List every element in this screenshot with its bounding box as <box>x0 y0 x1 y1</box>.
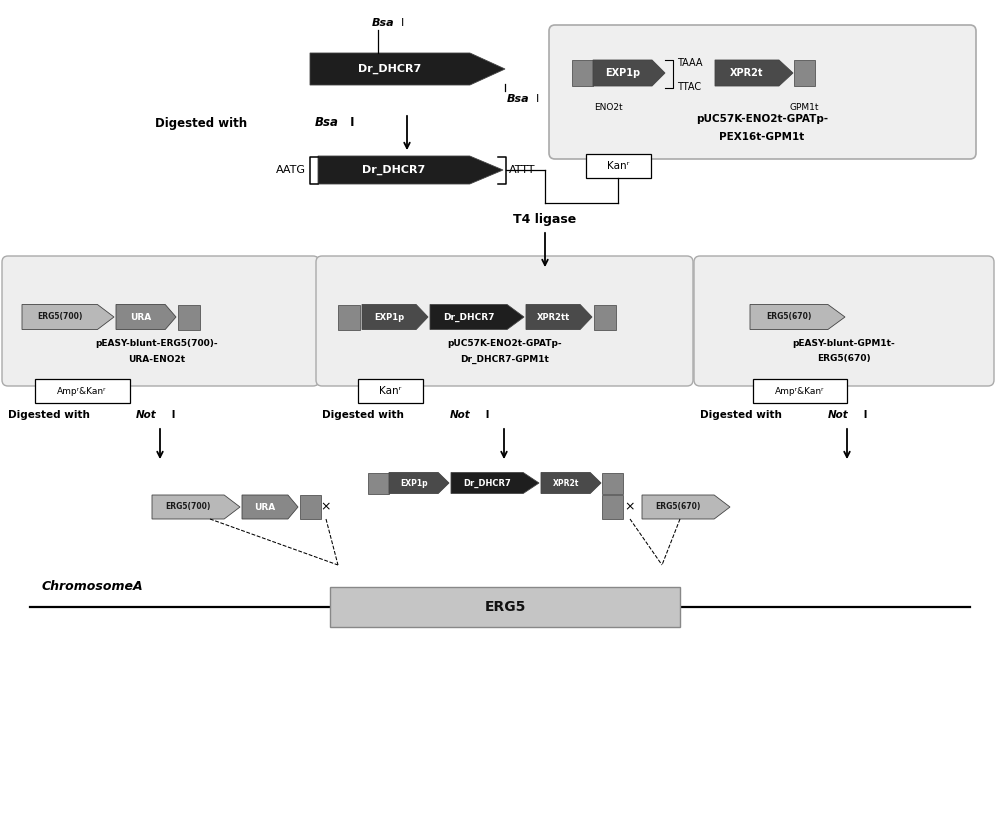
Polygon shape <box>715 60 793 86</box>
Text: I: I <box>168 410 176 420</box>
Text: Dr_DHCR7: Dr_DHCR7 <box>358 64 422 74</box>
Text: URA: URA <box>254 502 276 512</box>
Text: pUC57K-ENO2t-GPATp-: pUC57K-ENO2t-GPATp- <box>448 338 562 347</box>
Polygon shape <box>642 495 730 519</box>
Text: I: I <box>401 18 404 28</box>
Text: ERG5(700): ERG5(700) <box>37 313 82 322</box>
Polygon shape <box>152 495 240 519</box>
Bar <box>602 495 623 519</box>
Bar <box>358 379 422 403</box>
Bar <box>300 495 321 519</box>
Polygon shape <box>430 304 524 329</box>
Bar <box>338 304 360 329</box>
Text: ERG5(670): ERG5(670) <box>817 355 871 364</box>
Bar <box>602 473 623 493</box>
Text: XPR2tt: XPR2tt <box>536 313 570 322</box>
Bar <box>594 304 616 329</box>
Bar <box>753 379 847 403</box>
Text: Bsa: Bsa <box>372 18 395 28</box>
Text: EXP1p: EXP1p <box>374 313 404 322</box>
Polygon shape <box>22 304 114 329</box>
Text: XPR2t: XPR2t <box>730 68 764 78</box>
Text: PEX16t-GPM1t: PEX16t-GPM1t <box>719 132 805 142</box>
FancyBboxPatch shape <box>316 256 693 386</box>
Text: pEASY-blunt-ERG5(700)-: pEASY-blunt-ERG5(700)- <box>96 338 218 347</box>
Text: Dr_DHCR7: Dr_DHCR7 <box>463 478 511 488</box>
Text: ERG5(700): ERG5(700) <box>165 502 211 512</box>
Polygon shape <box>593 60 665 86</box>
Text: T4 ligase: T4 ligase <box>513 214 577 227</box>
Text: I: I <box>860 410 868 420</box>
Text: Dr_DHCR7: Dr_DHCR7 <box>362 165 425 175</box>
Text: Not: Not <box>828 410 849 420</box>
Text: TAAA: TAAA <box>677 58 702 68</box>
Polygon shape <box>242 495 298 519</box>
Text: Dr_DHCR7-GPM1t: Dr_DHCR7-GPM1t <box>461 355 549 364</box>
Text: Ampʳ&Kanʳ: Ampʳ&Kanʳ <box>57 386 107 395</box>
FancyBboxPatch shape <box>549 25 976 159</box>
Text: Not: Not <box>450 410 471 420</box>
Text: Kanʳ: Kanʳ <box>607 161 629 171</box>
Polygon shape <box>750 304 845 329</box>
Text: I: I <box>346 116 354 130</box>
Polygon shape <box>526 304 592 329</box>
FancyBboxPatch shape <box>694 256 994 386</box>
Text: Digested with: Digested with <box>700 410 786 420</box>
Text: Dr_DHCR7: Dr_DHCR7 <box>443 313 494 322</box>
Bar <box>368 473 389 493</box>
Text: TTAC: TTAC <box>677 82 701 92</box>
Text: Not: Not <box>136 410 157 420</box>
Text: URA-ENO2t: URA-ENO2t <box>128 355 186 364</box>
Text: ENO2t: ENO2t <box>594 103 622 112</box>
Polygon shape <box>541 473 601 493</box>
Polygon shape <box>389 473 449 493</box>
Text: XPR2t: XPR2t <box>552 478 579 488</box>
Text: ATTT: ATTT <box>509 165 536 175</box>
Bar <box>586 154 650 178</box>
Text: ERG5(670): ERG5(670) <box>766 313 812 322</box>
Text: ERG5(670): ERG5(670) <box>655 502 701 512</box>
Polygon shape <box>318 156 503 184</box>
Text: Ampʳ&Kanʳ: Ampʳ&Kanʳ <box>775 386 825 395</box>
Bar <box>572 60 593 86</box>
Text: I: I <box>536 94 539 104</box>
Polygon shape <box>362 304 428 329</box>
Bar <box>178 304 200 329</box>
Text: ChromosomeA: ChromosomeA <box>42 581 144 593</box>
Text: Digested with: Digested with <box>8 410 94 420</box>
Bar <box>330 587 680 627</box>
Text: Bsa: Bsa <box>507 94 530 104</box>
Polygon shape <box>310 53 505 85</box>
Text: Bsa: Bsa <box>315 116 339 130</box>
Text: GPM1t: GPM1t <box>789 103 819 112</box>
Text: AATG: AATG <box>276 165 306 175</box>
Text: ×: × <box>625 501 635 513</box>
Text: pEASY-blunt-GPM1t-: pEASY-blunt-GPM1t- <box>793 338 895 347</box>
Text: Digested with: Digested with <box>322 410 408 420</box>
Polygon shape <box>116 304 176 329</box>
Polygon shape <box>451 473 539 493</box>
Text: Kanʳ: Kanʳ <box>379 386 401 396</box>
Bar <box>794 60 815 86</box>
Text: ×: × <box>321 501 331 513</box>
Bar <box>34 379 130 403</box>
FancyBboxPatch shape <box>2 256 319 386</box>
Text: I: I <box>482 410 490 420</box>
Text: ERG5: ERG5 <box>484 600 526 614</box>
Text: URA: URA <box>130 313 151 322</box>
Text: Digested with: Digested with <box>155 116 251 130</box>
Text: EXP1p: EXP1p <box>400 478 427 488</box>
Text: EXP1p: EXP1p <box>605 68 640 78</box>
Text: pUC57K-ENO2t-GPATp-: pUC57K-ENO2t-GPATp- <box>696 114 828 124</box>
